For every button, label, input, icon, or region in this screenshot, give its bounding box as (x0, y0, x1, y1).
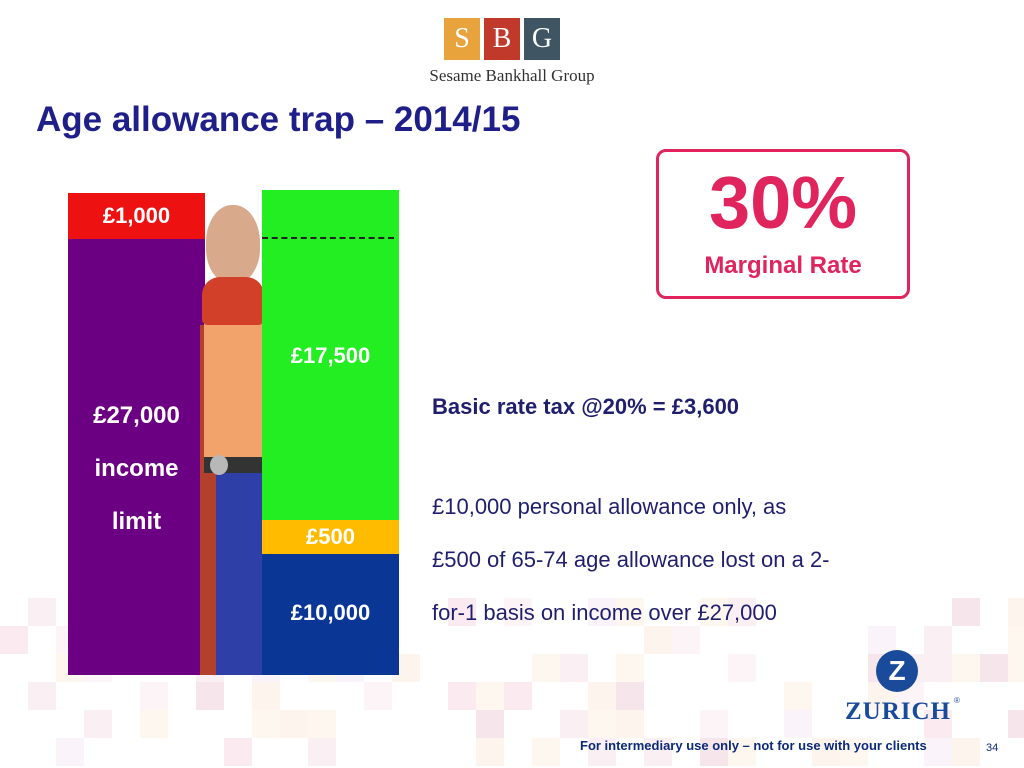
mosaic-tile (924, 654, 952, 682)
mosaic-tile (700, 598, 728, 626)
mosaic-tile (980, 654, 1008, 682)
income-limit-bar: £1,000 £27,000 income limit (68, 193, 205, 675)
mosaic-tile (728, 738, 756, 766)
mosaic-tile (28, 598, 56, 626)
mosaic-tile (448, 682, 476, 710)
mosaic-tile (868, 626, 896, 654)
zurich-wordmark: ZURICH (844, 698, 951, 725)
income-limit-label: £27,000 income limit (68, 389, 205, 548)
mosaic-tile (1008, 654, 1024, 682)
mosaic-tile (924, 626, 952, 654)
mosaic-tile (700, 710, 728, 738)
mosaic-tile (196, 682, 224, 710)
explanation-line-1: £10,000 personal allowance only, as (432, 494, 787, 519)
explanation-line-3: for-1 basis on income over £27,000 (432, 600, 777, 625)
mosaic-tile (560, 654, 588, 682)
mosaic-tile (840, 738, 868, 766)
mosaic-tile (448, 598, 476, 626)
sbg-logo: S B G Sesame Bankhall Group (426, 18, 598, 88)
income-limit-amount: £27,000 (93, 402, 180, 429)
mosaic-tile (784, 682, 812, 710)
logo-company-name: Sesame Bankhall Group (429, 66, 595, 85)
registered-mark: ® (954, 696, 960, 705)
mosaic-tile (1008, 626, 1024, 654)
basic-rate-band-label: £17,500 (290, 343, 371, 368)
mosaic-tile (224, 738, 252, 766)
mosaic-tile (1008, 598, 1024, 626)
mosaic-tile (252, 710, 280, 738)
elderly-man-figure (200, 205, 266, 675)
figure-trousers (216, 473, 262, 675)
mosaic-tile (616, 710, 644, 738)
mosaic-tile (0, 626, 28, 654)
figure-scarf (202, 277, 264, 325)
mosaic-tile (532, 738, 560, 766)
marginal-rate-box: 30% Marginal Rate (656, 149, 910, 299)
mosaic-tile (784, 710, 812, 738)
explanation-line-2: £500 of 65-74 age allowance lost on a 2- (432, 547, 830, 572)
figure-belt-buckle (210, 455, 228, 475)
zurich-z-icon: Z (876, 650, 918, 692)
mosaic-tile (644, 626, 672, 654)
mosaic-tile (504, 598, 532, 626)
mosaic-tile (1008, 710, 1024, 738)
mosaic-tile (504, 682, 532, 710)
mosaic-tile (84, 710, 112, 738)
mosaic-tile (952, 738, 980, 766)
allowance-bar: £17,500 £500 £10,000 (262, 190, 399, 675)
mosaic-tile (924, 738, 952, 766)
mosaic-tile (588, 738, 616, 766)
mosaic-tile (532, 654, 560, 682)
marginal-rate-label: Marginal Rate (704, 252, 862, 279)
logo-letter-s: S (444, 18, 480, 60)
mosaic-tile (616, 654, 644, 682)
mosaic-tile (952, 598, 980, 626)
mosaic-tile (588, 598, 616, 626)
income-limit-word-income: income (94, 455, 179, 482)
personal-allowance-segment: £10,000 (262, 554, 399, 675)
footer-disclaimer: For intermediary use only – not for use … (580, 738, 927, 753)
mosaic-tile (588, 710, 616, 738)
mosaic-tile (140, 710, 168, 738)
basic-rate-band-segment: £17,500 (262, 190, 399, 520)
mosaic-tile (364, 682, 392, 710)
figure-shirt (204, 315, 262, 465)
mosaic-tile (700, 738, 728, 766)
slide-title: Age allowance trap – 2014/15 (36, 100, 521, 139)
mosaic-tile (28, 682, 56, 710)
mosaic-tile (952, 654, 980, 682)
basic-rate-tax-text: Basic rate tax @20% = £3,600 (432, 394, 740, 419)
mosaic-tile (616, 682, 644, 710)
excess-income-segment: £1,000 (68, 193, 205, 239)
mosaic-tile (728, 598, 756, 626)
mosaic-tile (252, 682, 280, 710)
mosaic-tile (476, 710, 504, 738)
income-limit-word-limit: limit (111, 508, 162, 535)
mosaic-tile (812, 738, 840, 766)
mosaic-tile (616, 598, 644, 626)
mosaic-tile (476, 738, 504, 766)
mosaic-tile (728, 654, 756, 682)
mosaic-tile (308, 738, 336, 766)
logo-letter-g: G (524, 18, 560, 60)
mosaic-tile (924, 710, 952, 738)
mosaic-tile (308, 710, 336, 738)
figure-head (206, 205, 260, 283)
zurich-logo: Z ZURICH ® (836, 650, 960, 732)
dashed-threshold-line (262, 237, 394, 239)
mosaic-tile (476, 682, 504, 710)
mosaic-tile (140, 682, 168, 710)
mosaic-tile (280, 710, 308, 738)
page-number: 34 (986, 742, 999, 754)
mosaic-tile (560, 710, 588, 738)
mosaic-tile (588, 682, 616, 710)
explanation-text: £10,000 personal allowance only, as £500… (432, 480, 962, 639)
mosaic-tile (56, 738, 84, 766)
marginal-rate-value: 30% (708, 161, 858, 244)
mosaic-tile (644, 738, 672, 766)
age-allowance-segment: £500 (262, 520, 399, 554)
mosaic-tile (672, 626, 700, 654)
logo-letter-b: B (484, 18, 520, 60)
